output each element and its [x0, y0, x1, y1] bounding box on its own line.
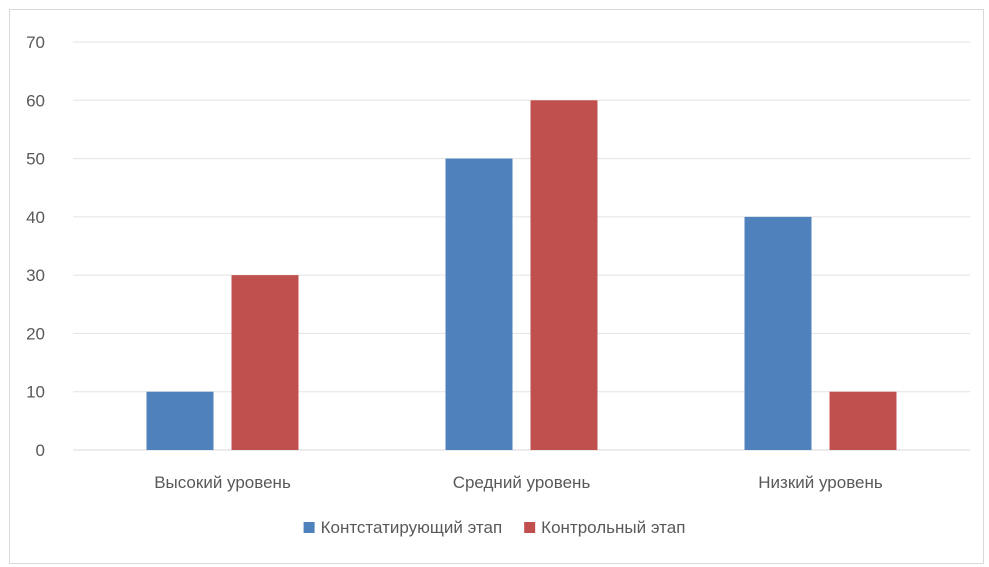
y-tick-label: 30	[26, 266, 45, 285]
bar-control-2	[829, 391, 897, 450]
y-tick-label: 70	[26, 33, 45, 52]
bar-constating-2	[744, 216, 812, 450]
legend-label: Контстатирующий этап	[321, 518, 503, 537]
bar-control-1	[530, 100, 598, 451]
y-tick-label: 40	[26, 208, 45, 227]
bar-constating-1	[445, 158, 513, 451]
legend-label: Контрольный этап	[541, 518, 685, 537]
bar-control-0	[231, 275, 299, 450]
y-tick-label: 20	[26, 324, 45, 343]
x-category-label: Высокий уровень	[154, 473, 291, 492]
y-tick-label: 60	[26, 91, 45, 110]
y-tick-label: 0	[36, 441, 45, 460]
x-category-label: Низкий уровень	[758, 473, 883, 492]
x-category-label: Средний уровень	[453, 473, 591, 492]
bar-constating-0	[146, 391, 214, 450]
legend-swatch	[303, 522, 315, 533]
y-tick-label: 10	[26, 383, 45, 402]
legend-swatch	[524, 522, 536, 533]
y-tick-label: 50	[26, 150, 45, 169]
